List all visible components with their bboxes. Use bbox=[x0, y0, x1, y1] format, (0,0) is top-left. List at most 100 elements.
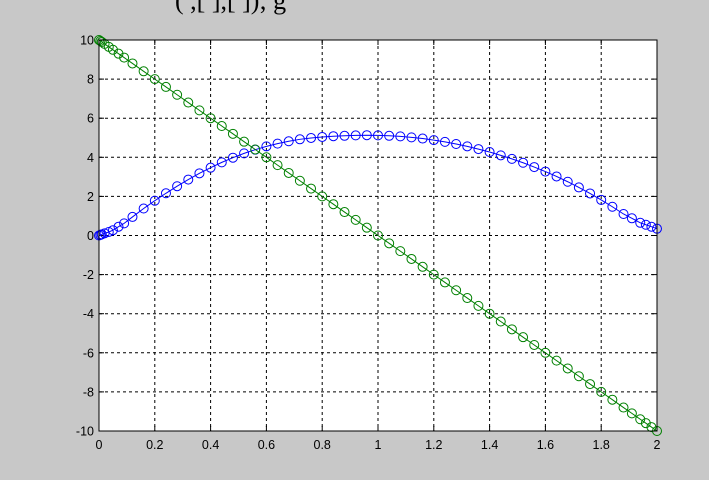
data-point-marker bbox=[328, 131, 339, 142]
data-point-marker bbox=[384, 238, 395, 249]
data-point-marker bbox=[373, 230, 383, 241]
data-point-marker bbox=[506, 153, 517, 164]
x-tick-label: 0.2 bbox=[146, 438, 163, 452]
data-point-marker bbox=[149, 195, 160, 206]
data-point-marker bbox=[495, 316, 506, 327]
data-point-marker bbox=[361, 222, 372, 233]
data-point-marker bbox=[350, 130, 361, 141]
data-point-marker bbox=[462, 293, 473, 304]
data-series bbox=[94, 35, 662, 436]
data-point-marker bbox=[417, 261, 428, 272]
data-point-marker bbox=[395, 131, 406, 142]
data-point-marker bbox=[339, 207, 350, 218]
data-point-marker bbox=[294, 134, 305, 145]
data-point-marker bbox=[484, 308, 495, 319]
data-point-marker bbox=[272, 138, 283, 149]
data-point-marker bbox=[451, 139, 462, 150]
data-point-marker bbox=[227, 152, 238, 163]
data-point-marker bbox=[406, 132, 417, 143]
x-tick-labels: 0 0.2 0.4 0.6 0.8 1 1.2 1.4 1.6 1.8 2 bbox=[96, 438, 661, 452]
data-point-marker bbox=[119, 52, 130, 63]
data-point-marker bbox=[160, 81, 171, 92]
data-point-marker bbox=[373, 130, 383, 141]
data-point-marker bbox=[339, 130, 350, 141]
data-point-marker bbox=[172, 89, 183, 100]
data-point-marker bbox=[573, 371, 584, 382]
data-point-marker bbox=[107, 225, 118, 236]
data-point-marker bbox=[205, 162, 216, 173]
x-tick-label: 0 bbox=[96, 438, 103, 452]
data-point-marker bbox=[640, 219, 651, 230]
y-tick-label: 10 bbox=[80, 34, 94, 48]
data-point-marker bbox=[562, 176, 573, 187]
data-point-marker bbox=[216, 121, 227, 132]
data-point-marker bbox=[473, 144, 484, 155]
data-point-marker bbox=[626, 408, 637, 419]
data-point-marker bbox=[306, 183, 317, 194]
data-point-marker bbox=[317, 131, 328, 142]
data-point-marker bbox=[585, 379, 596, 390]
x-tick-label: 1.4 bbox=[481, 438, 498, 452]
data-point-marker bbox=[294, 175, 305, 186]
data-point-marker bbox=[283, 167, 294, 178]
data-point-marker bbox=[540, 166, 551, 177]
data-point-marker bbox=[640, 418, 651, 429]
y-tick-label: 8 bbox=[87, 73, 94, 87]
data-point-marker bbox=[484, 147, 495, 158]
data-point-marker bbox=[573, 182, 584, 193]
data-point-marker bbox=[261, 152, 272, 163]
data-point-marker bbox=[306, 132, 317, 143]
y-tick-label: 4 bbox=[87, 151, 94, 165]
y-tick-label: -8 bbox=[83, 385, 94, 399]
y-tick-label: 2 bbox=[87, 190, 94, 204]
data-point-marker bbox=[473, 300, 484, 311]
data-point-marker bbox=[451, 285, 462, 296]
data-point-marker bbox=[183, 174, 194, 185]
data-point-marker bbox=[317, 191, 328, 202]
data-point-marker bbox=[149, 74, 160, 85]
x-tick-label: 1.8 bbox=[593, 438, 610, 452]
y-tick-label: -6 bbox=[83, 346, 94, 360]
data-point-marker bbox=[607, 394, 618, 405]
series-line bbox=[98, 39, 658, 432]
y-tick-label: 6 bbox=[87, 112, 94, 126]
data-point-marker bbox=[261, 141, 272, 152]
data-point-marker bbox=[518, 157, 529, 168]
data-point-marker bbox=[428, 269, 439, 280]
data-point-marker bbox=[540, 347, 551, 358]
data-point-marker bbox=[194, 105, 205, 116]
data-point-marker bbox=[495, 150, 506, 161]
data-point-marker bbox=[529, 162, 540, 173]
data-point-marker bbox=[328, 199, 339, 210]
data-point-marker bbox=[127, 58, 138, 69]
data-point-marker bbox=[518, 332, 529, 343]
y-tick-label: -4 bbox=[83, 307, 94, 321]
series-line bbox=[98, 134, 658, 236]
data-point-marker bbox=[506, 324, 517, 335]
x-tick-label: 1.6 bbox=[537, 438, 554, 452]
data-point-marker bbox=[406, 253, 417, 264]
data-point-marker bbox=[439, 136, 450, 147]
plot-axes: 0 0.2 0.4 0.6 0.8 1 1.2 1.4 1.6 1.8 2 10 8 6 4 2 0 -2 -4 -… bbox=[76, 34, 662, 452]
data-point-marker bbox=[127, 211, 138, 222]
data-point-marker bbox=[216, 157, 227, 168]
axes-frame bbox=[98, 39, 658, 432]
data-point-marker bbox=[384, 130, 395, 141]
data-point-marker bbox=[183, 97, 194, 108]
series-1 bbox=[94, 130, 662, 241]
y-tick-label: 0 bbox=[87, 229, 94, 243]
data-point-marker bbox=[350, 214, 361, 225]
data-point-marker bbox=[529, 339, 540, 350]
data-point-marker bbox=[239, 148, 250, 159]
data-point-marker bbox=[596, 386, 607, 397]
series-2 bbox=[94, 35, 662, 436]
data-point-marker bbox=[626, 213, 637, 224]
data-point-marker bbox=[551, 171, 562, 182]
data-point-marker bbox=[635, 217, 646, 228]
y-tick-label: -10 bbox=[76, 425, 94, 439]
data-point-marker bbox=[250, 144, 261, 155]
y-tick-label: -2 bbox=[83, 268, 94, 282]
data-point-marker bbox=[194, 168, 205, 179]
x-tick-label: 0.4 bbox=[202, 438, 219, 452]
